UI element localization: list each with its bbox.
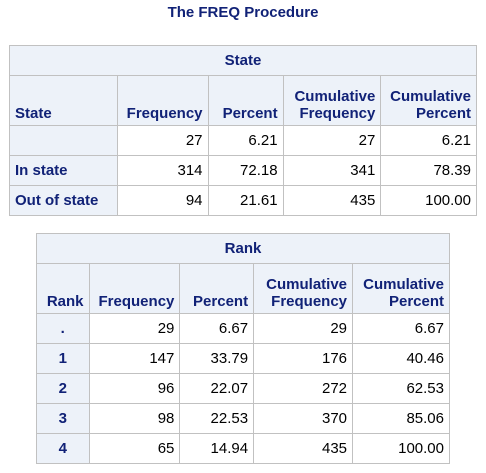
cumulative-percent-cell: 100.00: [352, 433, 450, 464]
percent-cell: 72.18: [207, 155, 284, 186]
table-row: In state 314 72.18 341 78.39: [9, 155, 477, 186]
state-frequency-table: State State Frequency Percent Cumulative…: [9, 45, 477, 216]
table-title-row: Rank: [36, 233, 450, 264]
row-label: [9, 125, 118, 156]
cumulative-percent-cell: 100.00: [380, 185, 477, 216]
cumulative-percent-cell: 85.06: [352, 403, 450, 434]
table-row: Out of state 94 21.61 435 100.00: [9, 185, 477, 216]
cumulative-percent-cell: 62.53: [352, 373, 450, 404]
percent-cell: 6.21: [207, 125, 284, 156]
cumulative-frequency-cell: 370: [253, 403, 354, 434]
column-header-row: State Frequency Percent Cumulative Freque…: [9, 75, 477, 126]
column-header-percent: Percent: [179, 263, 255, 314]
cumulative-percent-cell: 40.46: [352, 343, 450, 374]
table-row: 27 6.21 27 6.21: [9, 125, 477, 156]
frequency-cell: 65: [88, 433, 181, 464]
column-header-row: Rank Frequency Percent Cumulative Frequen…: [36, 263, 450, 314]
percent-cell: 21.61: [207, 185, 284, 216]
row-label: 1: [36, 343, 90, 374]
cumulative-frequency-cell: 27: [282, 125, 382, 156]
column-header-state: State: [9, 75, 118, 126]
cumulative-frequency-cell: 435: [253, 433, 354, 464]
column-header-frequency: Frequency: [117, 75, 209, 126]
cumulative-frequency-cell: 272: [253, 373, 354, 404]
frequency-cell: 94: [117, 185, 209, 216]
column-header-cumulative-frequency: Cumulative Frequency: [282, 75, 382, 126]
cumulative-frequency-cell: 435: [282, 185, 382, 216]
table-row: 2 96 22.07 272 62.53: [36, 373, 450, 404]
frequency-cell: 27: [117, 125, 209, 156]
cumulative-percent-cell: 6.67: [352, 313, 450, 344]
row-label: 2: [36, 373, 90, 404]
table-title-row: State: [9, 45, 477, 76]
rank-frequency-table: Rank Rank Frequency Percent Cumulative Fr…: [36, 233, 450, 464]
table-row: . 29 6.67 29 6.67: [36, 313, 450, 344]
percent-cell: 6.67: [179, 313, 255, 344]
cumulative-frequency-cell: 176: [253, 343, 354, 374]
percent-cell: 22.07: [179, 373, 255, 404]
table-row: 4 65 14.94 435 100.00: [36, 433, 450, 464]
cumulative-percent-cell: 78.39: [380, 155, 477, 186]
frequency-cell: 147: [88, 343, 181, 374]
table-title: Rank: [36, 233, 450, 264]
row-label: 4: [36, 433, 90, 464]
cumulative-frequency-cell: 29: [253, 313, 354, 344]
percent-cell: 14.94: [179, 433, 255, 464]
table-row: 3 98 22.53 370 85.06: [36, 403, 450, 434]
table-row: 1 147 33.79 176 40.46: [36, 343, 450, 374]
frequency-cell: 96: [88, 373, 181, 404]
column-header-frequency: Frequency: [88, 263, 181, 314]
column-header-cumulative-percent: Cumulative Percent: [380, 75, 477, 126]
cumulative-frequency-cell: 341: [282, 155, 382, 186]
row-label: .: [36, 313, 90, 344]
cumulative-percent-cell: 6.21: [380, 125, 477, 156]
table-title: State: [9, 45, 477, 76]
row-label: Out of state: [9, 185, 118, 216]
frequency-cell: 98: [88, 403, 181, 434]
row-label: 3: [36, 403, 90, 434]
frequency-cell: 29: [88, 313, 181, 344]
percent-cell: 33.79: [179, 343, 255, 374]
column-header-cumulative-percent: Cumulative Percent: [352, 263, 450, 314]
percent-cell: 22.53: [179, 403, 255, 434]
column-header-rank: Rank: [36, 263, 90, 314]
column-header-percent: Percent: [207, 75, 284, 126]
frequency-cell: 314: [117, 155, 209, 186]
row-label: In state: [9, 155, 118, 186]
column-header-cumulative-frequency: Cumulative Frequency: [253, 263, 354, 314]
procedure-title: The FREQ Procedure: [167, 4, 319, 21]
